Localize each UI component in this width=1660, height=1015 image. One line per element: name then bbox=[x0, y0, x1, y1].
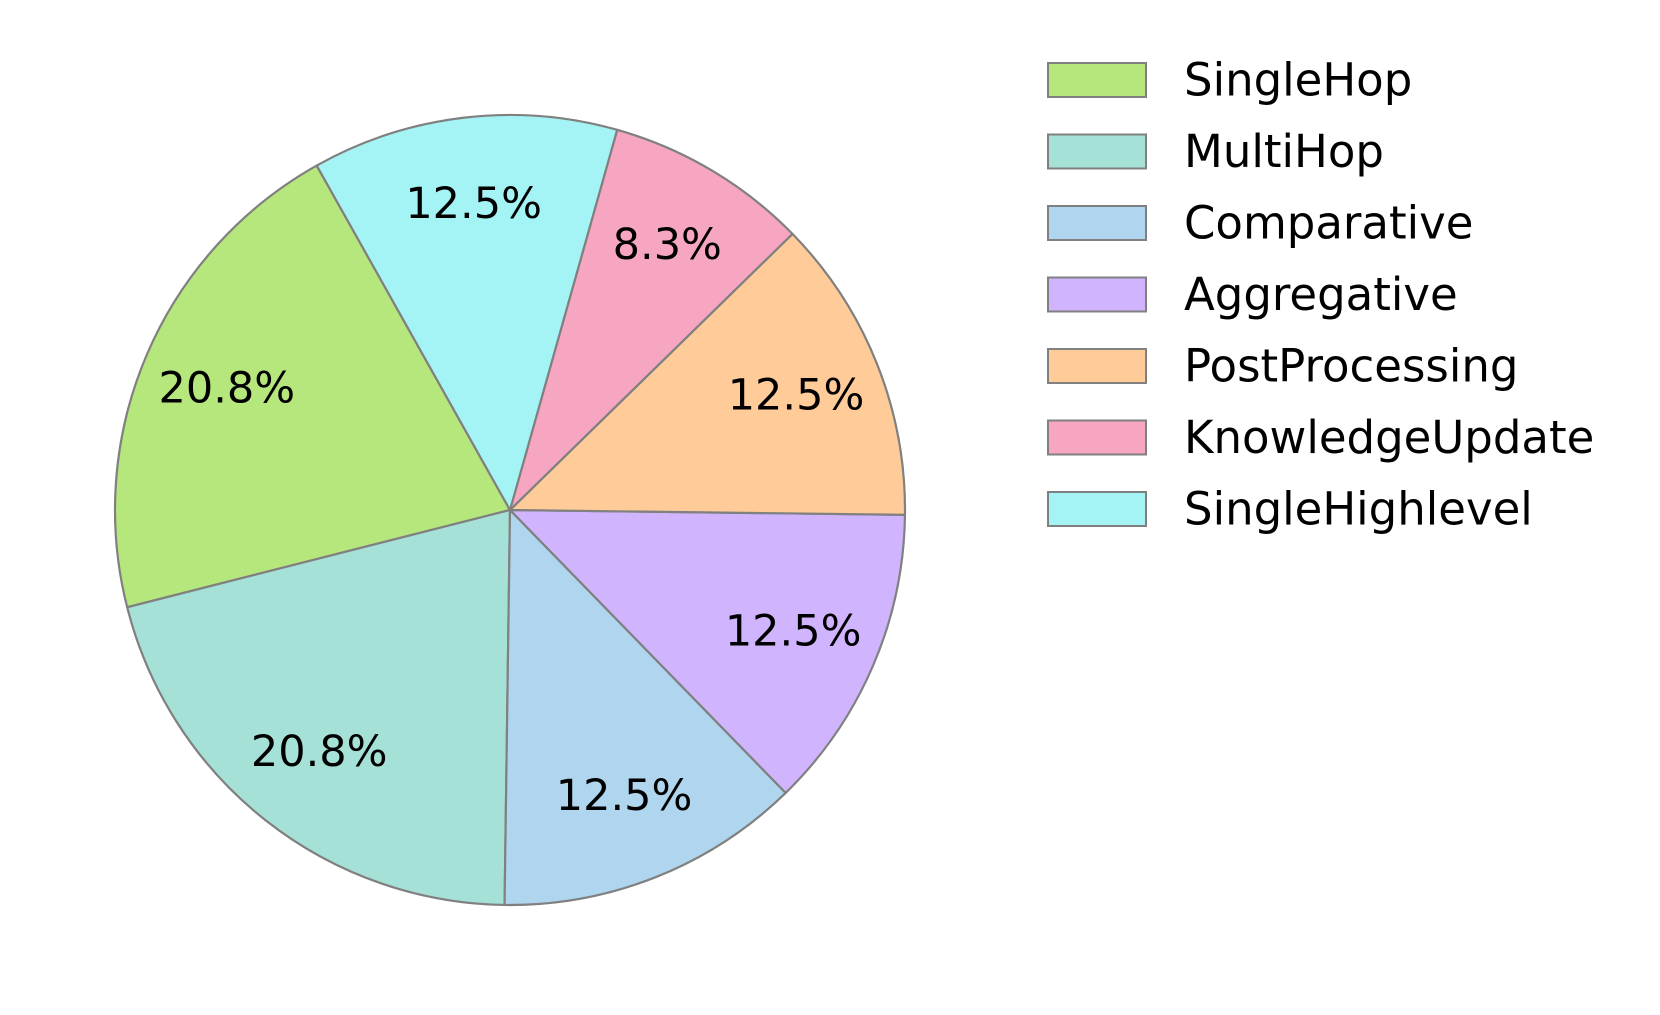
legend-label-aggregative: Aggregative bbox=[1184, 268, 1458, 321]
legend-label-singlehighlevel: SingleHighlevel bbox=[1184, 483, 1533, 536]
legend-swatch-singlehighlevel bbox=[1047, 491, 1147, 527]
pie-slice-comparative bbox=[503, 508, 787, 907]
pie-slice-label: 8.3% bbox=[613, 220, 722, 270]
legend-label-singlehop: SingleHop bbox=[1184, 54, 1412, 107]
pie-slice-postprocessing bbox=[508, 232, 907, 516]
legend-label-knowledgeupdate: KnowledgeUpdate bbox=[1184, 411, 1594, 464]
pie-slice-singlehighlevel bbox=[315, 113, 619, 512]
legend-swatch-aggregative bbox=[1047, 276, 1147, 313]
legend-swatch-multihop bbox=[1047, 133, 1147, 170]
pie-slice-singlehop bbox=[113, 164, 512, 609]
legend: SingleHop MultiHop Comparative Aggregative P… bbox=[1047, 54, 1594, 536]
pie-slice-label: 12.5% bbox=[556, 771, 693, 821]
pie-slice-label: 20.8% bbox=[251, 727, 388, 777]
legend-label-multihop: MultiHop bbox=[1184, 125, 1384, 178]
legend-swatch-knowledgeupdate bbox=[1047, 419, 1147, 456]
pie-slice-aggregative bbox=[508, 508, 907, 795]
legend-swatch-postprocessing bbox=[1047, 348, 1147, 384]
pie-slice-label: 12.5% bbox=[405, 179, 542, 229]
pie-slice-multihop bbox=[126, 508, 512, 907]
pie-slice-label: 12.5% bbox=[728, 370, 865, 420]
legend-label-comparative: Comparative bbox=[1184, 197, 1473, 250]
legend-swatch-singlehop bbox=[1047, 62, 1147, 98]
pie-percentage-labels: 20.8% 20.8% 12.5% 12.5% 12.5% 8.3% 12.5% bbox=[159, 179, 865, 821]
pie-slice-knowledgeupdate bbox=[508, 128, 794, 512]
legend-swatch-comparative bbox=[1047, 205, 1147, 241]
pie-slices bbox=[113, 113, 907, 907]
pie-slice-label: 20.8% bbox=[159, 364, 296, 414]
pie-slice-label: 12.5% bbox=[725, 606, 862, 656]
legend-label-postprocessing: PostProcessing bbox=[1184, 340, 1518, 393]
